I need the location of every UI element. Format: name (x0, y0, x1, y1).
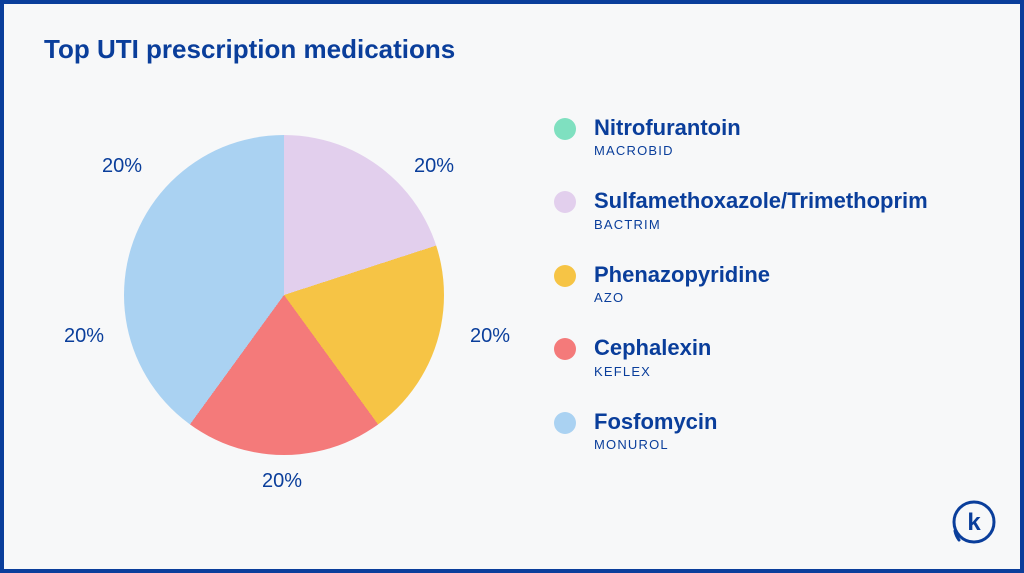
legend-swatch-icon (554, 265, 576, 287)
legend-swatch-icon (554, 118, 576, 140)
legend-text: Sulfamethoxazole/Trimethoprim BACTRIM (594, 188, 928, 231)
legend-name: Fosfomycin (594, 409, 717, 435)
pie-wrap (124, 135, 444, 455)
legend-swatch-icon (554, 338, 576, 360)
legend: Nitrofurantoin MACROBID Sulfamethoxazole/T… (524, 75, 980, 482)
legend-name: Sulfamethoxazole/Trimethoprim (594, 188, 928, 214)
legend-brand: KEFLEX (594, 364, 711, 379)
slice-label: 20% (262, 470, 302, 493)
content-row: 20% 20% 20% 20% 20% Nitrofurantoin MACROBID Su… (44, 75, 980, 530)
svg-text:k: k (967, 509, 981, 536)
slice-label: 20% (470, 325, 510, 348)
slice-label: 20% (64, 325, 104, 348)
slice-label: 20% (102, 155, 142, 178)
legend-name: Cephalexin (594, 335, 711, 361)
pie-chart-area: 20% 20% 20% 20% 20% (44, 75, 524, 535)
legend-swatch-icon (554, 412, 576, 434)
legend-brand: MACROBID (594, 143, 741, 158)
pie-chart (124, 135, 444, 455)
legend-text: Fosfomycin MONUROL (594, 409, 717, 452)
legend-item: Phenazopyridine AZO (554, 262, 980, 305)
legend-text: Cephalexin KEFLEX (594, 335, 711, 378)
legend-item: Fosfomycin MONUROL (554, 409, 980, 452)
legend-item: Cephalexin KEFLEX (554, 335, 980, 378)
page-title: Top UTI prescription medications (44, 34, 980, 65)
legend-brand: AZO (594, 290, 770, 305)
legend-text: Nitrofurantoin MACROBID (594, 115, 741, 158)
legend-item: Sulfamethoxazole/Trimethoprim BACTRIM (554, 188, 980, 231)
legend-text: Phenazopyridine AZO (594, 262, 770, 305)
legend-brand: BACTRIM (594, 217, 928, 232)
card-frame: Top UTI prescription medications 20%20%2… (0, 0, 1024, 573)
legend-swatch-icon (554, 191, 576, 213)
legend-name: Phenazopyridine (594, 262, 770, 288)
slice-label: 20% (414, 155, 454, 178)
legend-brand: MONUROL (594, 437, 717, 452)
legend-name: Nitrofurantoin (594, 115, 741, 141)
brand-logo-icon: k (950, 498, 998, 551)
legend-item: Nitrofurantoin MACROBID (554, 115, 980, 158)
